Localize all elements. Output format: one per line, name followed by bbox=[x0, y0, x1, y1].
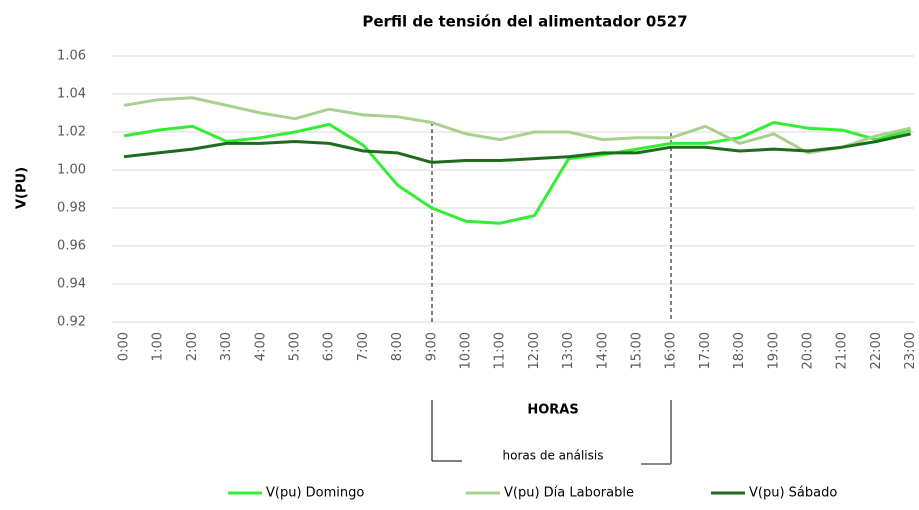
y-tick-label: 0.98 bbox=[57, 201, 86, 216]
series-line bbox=[123, 121, 912, 225]
x-tick-label: 1:00 bbox=[151, 332, 166, 361]
annotation: horas de análisis bbox=[503, 449, 604, 463]
series-line bbox=[123, 96, 911, 155]
x-tick-label: 12:00 bbox=[527, 332, 542, 369]
y-tick-label: 1.00 bbox=[57, 163, 86, 178]
y-tick-label: 0.96 bbox=[57, 239, 86, 254]
x-tick-label: 5:00 bbox=[288, 332, 303, 361]
x-tick-label: 7:00 bbox=[356, 332, 371, 361]
x-tick-label: 3:00 bbox=[219, 332, 234, 361]
x-tick-label: 15:00 bbox=[630, 332, 645, 369]
x-tick-label: 14:00 bbox=[595, 332, 610, 369]
x-tick-label: 8:00 bbox=[390, 332, 405, 361]
x-tick-label: 17:00 bbox=[698, 332, 713, 369]
x-tick-label: 6:00 bbox=[322, 332, 337, 361]
x-tick-label: 23:00 bbox=[903, 332, 918, 369]
x-tick-label: 9:00 bbox=[424, 332, 439, 361]
x-tick-label: 10:00 bbox=[459, 332, 474, 369]
x-tick-label: 20:00 bbox=[801, 332, 816, 369]
x-tick-label: 2:00 bbox=[185, 332, 200, 361]
x-tick-label: 16:00 bbox=[664, 332, 679, 369]
y-tick-label: 0.92 bbox=[57, 315, 86, 330]
x-tick-label: 21:00 bbox=[835, 332, 850, 369]
analysis-bracket bbox=[431, 400, 672, 465]
x-tick-label: 11:00 bbox=[493, 332, 508, 369]
legend-label: V(pu) Día Laborable bbox=[504, 486, 634, 501]
series-line bbox=[123, 132, 911, 164]
y-tick-label: 1.06 bbox=[57, 49, 86, 64]
chart-title: Perfil de tensión del alimentador 0527 bbox=[362, 13, 687, 31]
x-tick-label: 4:00 bbox=[253, 332, 268, 361]
y-tick-label: 1.04 bbox=[57, 87, 86, 102]
x-tick-label: 19:00 bbox=[766, 332, 781, 369]
x-tick-label: 0:00 bbox=[117, 332, 132, 361]
legend-label: V(pu) Sábado bbox=[749, 486, 837, 501]
x-tick-label: 22:00 bbox=[869, 332, 884, 369]
y-tick-label: 1.02 bbox=[57, 125, 86, 140]
x-axis-label: HORAS bbox=[527, 403, 578, 418]
y-tick-label: 0.94 bbox=[57, 277, 86, 292]
y-axis-label: V(PU) bbox=[15, 167, 30, 209]
legend-label: V(pu) Domingo bbox=[266, 486, 364, 501]
x-tick-label: 18:00 bbox=[732, 332, 747, 369]
x-tick-label: 13:00 bbox=[561, 332, 576, 369]
